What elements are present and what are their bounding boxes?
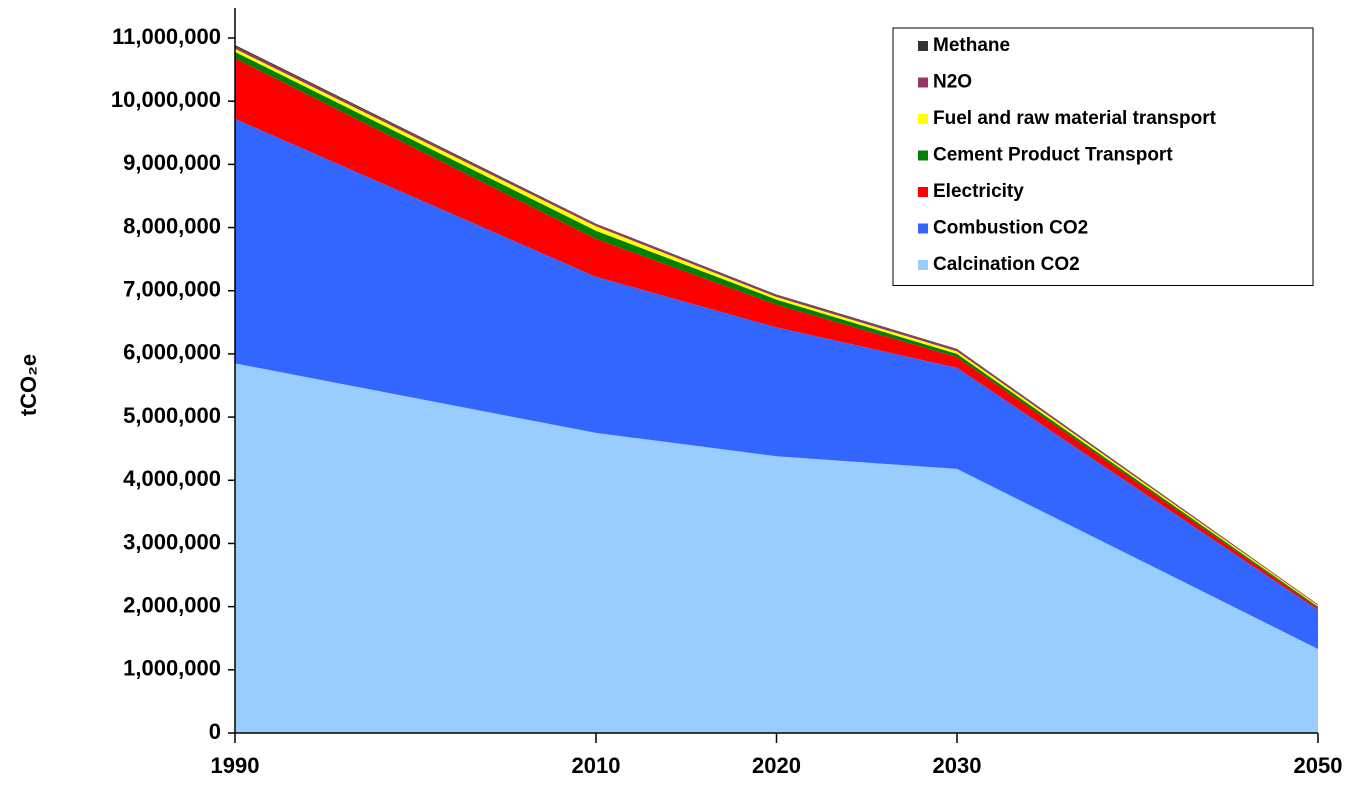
y-axis-label: tCO₂e	[16, 354, 41, 416]
area	[235, 118, 1318, 649]
legend-swatch	[918, 223, 928, 234]
y-tick-label: 4,000,000	[123, 466, 221, 491]
y-tick-label: 0	[209, 719, 221, 744]
legend-label: Methane	[933, 35, 1010, 56]
y-tick-label: 6,000,000	[123, 340, 221, 365]
y-tick-label: 1,000,000	[123, 656, 221, 681]
legend-swatch	[918, 41, 928, 51]
area	[235, 51, 1318, 608]
y-tick-label: 9,000,000	[123, 150, 221, 175]
legend-label: Cement Product Transport	[933, 145, 1173, 166]
x-tick-label: 1990	[211, 753, 260, 778]
legend-label: Calcination CO2	[933, 254, 1080, 275]
legend-swatch	[918, 150, 928, 161]
y-tick-label: 7,000,000	[123, 277, 221, 302]
x-tick-label: 2050	[1294, 753, 1343, 778]
legend-label: Fuel and raw material transport	[933, 108, 1217, 129]
area	[235, 363, 1318, 733]
legend-swatch	[918, 114, 928, 124]
legend-label: Electricity	[933, 181, 1024, 202]
x-tick-label: 2030	[933, 753, 982, 778]
area	[235, 58, 1318, 610]
x-tick-label: 2020	[752, 753, 801, 778]
legend-swatch	[918, 187, 928, 197]
legend-swatch	[918, 260, 928, 270]
y-tick-label: 3,000,000	[123, 529, 221, 554]
y-tick-label: 2,000,000	[123, 592, 221, 617]
y-tick-label: 5,000,000	[123, 403, 221, 428]
y-tick-label: 11,000,000	[112, 24, 221, 49]
legend-box	[892, 27, 1314, 286]
x-tick-label: 2010	[572, 753, 621, 778]
legend-label: N2O	[933, 72, 972, 93]
y-tick-label: 8,000,000	[123, 213, 221, 238]
area	[235, 48, 1318, 607]
y-tick-label: 10,000,000	[111, 87, 221, 112]
legend-label: Combustion CO2	[933, 218, 1088, 239]
legend-swatch	[918, 77, 928, 88]
